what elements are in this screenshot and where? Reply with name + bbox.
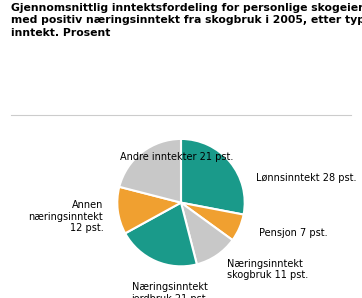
Text: Pensjon 7 pst.: Pensjon 7 pst. bbox=[259, 228, 327, 238]
Text: Annen
næringsinntekt
12 pst.: Annen næringsinntekt 12 pst. bbox=[29, 200, 103, 233]
Text: Næringsinntekt
skogbruk 11 pst.: Næringsinntekt skogbruk 11 pst. bbox=[227, 259, 308, 280]
Text: Lønnsinntekt 28 pst.: Lønnsinntekt 28 pst. bbox=[256, 173, 357, 184]
Text: Næringsinntekt
jordbruk 21 pst.: Næringsinntekt jordbruk 21 pst. bbox=[131, 282, 209, 298]
Wedge shape bbox=[181, 203, 232, 264]
Text: Andre inntekter 21 pst.: Andre inntekter 21 pst. bbox=[121, 152, 234, 162]
Wedge shape bbox=[125, 203, 197, 266]
Wedge shape bbox=[181, 203, 244, 240]
Wedge shape bbox=[181, 139, 245, 215]
Text: Gjennomsnittlig inntektsfordeling for personlige skogeiere
med positiv næringsin: Gjennomsnittlig inntektsfordeling for pe… bbox=[11, 3, 362, 38]
Wedge shape bbox=[119, 139, 181, 203]
Wedge shape bbox=[117, 187, 181, 233]
